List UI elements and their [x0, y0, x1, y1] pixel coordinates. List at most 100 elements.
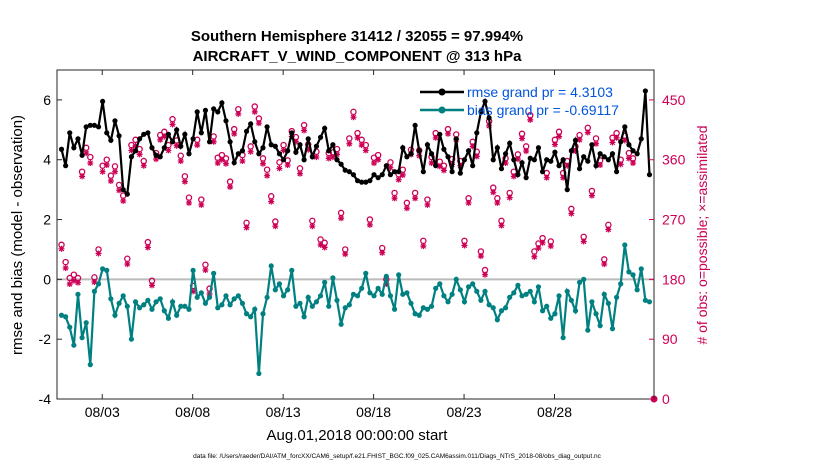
rmse-point [301, 157, 307, 163]
bias-point [313, 299, 320, 305]
assimilated-obs-marker [87, 160, 94, 167]
bias-point [478, 297, 484, 303]
assimilated-obs-marker [177, 158, 184, 165]
rmse-point [198, 130, 204, 136]
bias-point [190, 267, 196, 273]
assimilated-obs-marker [395, 176, 402, 183]
assimilated-obs-marker [264, 172, 271, 179]
bias-point [400, 291, 406, 297]
bias-point [396, 272, 402, 278]
bias-point [457, 287, 463, 293]
rmse-point [79, 152, 85, 158]
rmse-point [502, 151, 509, 157]
assimilated-obs-marker [572, 148, 579, 155]
assimilated-obs-marker [338, 215, 345, 222]
assimilated-obs-marker [214, 160, 221, 167]
assimilated-obs-marker [506, 194, 513, 201]
possible-obs-marker [263, 166, 271, 173]
bias-point [350, 291, 357, 297]
rmse-point [494, 145, 500, 151]
bias-point [404, 290, 410, 296]
y-axis-left-label: rmse and bias (model - observation) [9, 115, 26, 355]
bias-point [289, 267, 295, 273]
bias-point [227, 302, 233, 308]
bias-point [383, 273, 389, 279]
assimilated-obs-marker [424, 201, 431, 208]
assimilated-obs-marker [132, 142, 139, 149]
rmse-point [519, 160, 525, 166]
possible-obs-marker [420, 237, 427, 245]
bias-point [416, 312, 422, 318]
possible-obs-marker [296, 165, 304, 172]
rmse-point [453, 136, 459, 142]
assimilated-obs-marker [333, 151, 340, 158]
rmse-point [223, 118, 229, 124]
bias-point [157, 296, 163, 302]
assimilated-obs-marker [609, 139, 616, 146]
assimilated-obs-marker [432, 134, 439, 141]
rmse-point [326, 148, 332, 154]
rmse-point [297, 142, 303, 148]
bias-point [202, 300, 209, 306]
possible-obs-marker [226, 178, 234, 185]
rmse-point [552, 149, 558, 155]
bias-point [465, 284, 472, 290]
rmse-point [91, 122, 98, 128]
assimilated-obs-marker [235, 110, 242, 117]
assimilated-obs-marker [292, 138, 299, 145]
assimilated-obs-marker [58, 245, 65, 252]
rmse-point [572, 137, 579, 143]
assimilated-obs-marker [366, 221, 373, 228]
bias-point [198, 290, 204, 296]
assimilated-obs-marker [588, 192, 595, 199]
possible-obs-marker [350, 108, 357, 116]
rmse-point [63, 163, 69, 169]
bias-point [223, 293, 229, 299]
bias-point [169, 299, 176, 305]
assimilated-obs-marker [539, 239, 546, 246]
rmse-point [190, 136, 196, 142]
assimilated-obs-marker [576, 136, 583, 143]
rmse-point [601, 154, 607, 160]
rmse-point [515, 172, 521, 178]
possible-obs-marker [387, 159, 394, 166]
bias-point [548, 315, 554, 321]
x-tick-label: 08/18 [356, 404, 391, 420]
rmse-point [474, 130, 480, 136]
assimilated-obs-marker [313, 154, 320, 161]
bias-point [408, 300, 414, 306]
possible-obs-marker [70, 271, 78, 278]
possible-obs-marker [346, 135, 353, 142]
possible-obs-marker [280, 141, 287, 149]
assimilated-obs-marker [70, 277, 77, 284]
assimilated-obs-marker [473, 153, 480, 160]
possible-obs-marker [124, 255, 131, 263]
bias-point [346, 302, 352, 308]
assimilated-obs-marker [494, 199, 501, 206]
assimilated-obs-marker [305, 146, 312, 153]
bias-point [630, 272, 636, 278]
rmse-point [548, 158, 554, 164]
bias-point [252, 306, 258, 312]
bias-point [95, 281, 102, 287]
rmse-point [100, 98, 106, 105]
rmse-point [560, 157, 566, 163]
rmse-point [141, 131, 147, 137]
series-lines [58, 88, 653, 377]
possible-obs-marker [411, 189, 419, 197]
assimilated-obs-marker [564, 162, 571, 169]
bias-point [511, 290, 517, 296]
bias-point [609, 326, 616, 332]
rmse-point [309, 154, 315, 160]
assimilated-obs-marker [580, 238, 587, 245]
bias-point [535, 284, 542, 290]
bias-point [330, 275, 336, 281]
assimilated-obs-marker [165, 147, 172, 154]
chart-title-line1: Southern Hemisphere 31412 / 32055 = 97.9… [191, 28, 523, 45]
bias-point [593, 311, 599, 317]
rmse-point [379, 172, 385, 178]
assimilated-obs-marker [325, 155, 332, 162]
assimilated-obs-marker [399, 172, 406, 179]
bias-point [145, 297, 151, 303]
bias-point [338, 321, 344, 327]
